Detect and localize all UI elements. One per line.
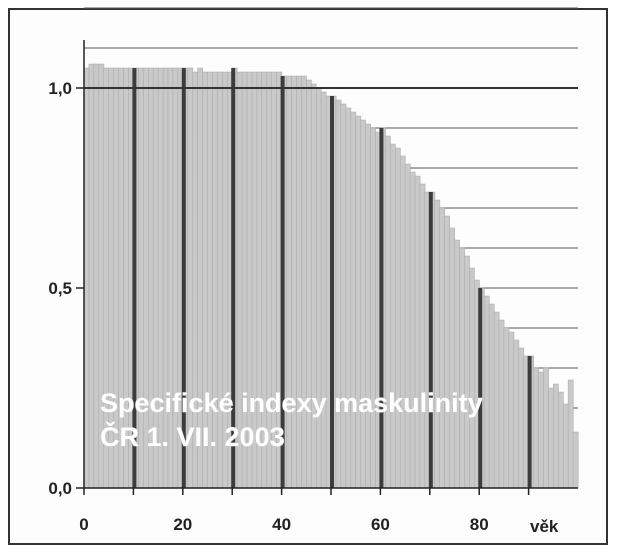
bar (419, 183, 426, 489)
bar (320, 91, 327, 489)
decade-marker-bar (231, 68, 236, 488)
bar (538, 371, 544, 489)
bar (454, 239, 460, 489)
bar (493, 311, 500, 489)
bar (503, 327, 510, 489)
x-axis-ticks: 0 20 40 60 80 (79, 488, 530, 534)
bar (306, 79, 312, 489)
bar (296, 75, 302, 489)
y-tick-label: 0,5 (48, 279, 72, 298)
x-tick-label: 60 (371, 515, 390, 534)
bar (518, 347, 525, 489)
bar (355, 115, 362, 489)
y-tick-label: 1,0 (48, 79, 72, 98)
bar (498, 319, 505, 489)
bar (370, 127, 376, 489)
x-tick-label: 80 (470, 515, 489, 534)
bar (360, 119, 367, 489)
decade-marker-bar (181, 68, 186, 488)
decade-marker-bar (428, 192, 433, 488)
bar (562, 403, 569, 489)
bar (390, 143, 396, 489)
bar (414, 175, 421, 489)
bar (404, 163, 411, 489)
x-tick-label: 40 (272, 515, 291, 534)
bar (508, 331, 515, 489)
bar (464, 255, 470, 489)
bar (444, 215, 451, 489)
bar (533, 367, 539, 489)
bar (83, 67, 90, 489)
bar (409, 171, 416, 489)
bar (488, 303, 495, 489)
bar (553, 383, 559, 489)
x-tick-label: 20 (173, 515, 192, 534)
bar (469, 267, 475, 489)
bar (399, 155, 406, 489)
bar (449, 227, 455, 489)
bar (286, 75, 292, 489)
decade-marker-bar (379, 128, 384, 488)
bar (434, 199, 441, 489)
bars (83, 63, 579, 489)
bar (88, 63, 95, 489)
y-tick-label: 0,0 (48, 479, 72, 498)
bar (345, 107, 352, 489)
bar (439, 207, 446, 489)
bar (385, 135, 391, 489)
bar (513, 339, 520, 489)
decade-marker-bar (132, 68, 137, 488)
bar (543, 367, 549, 489)
bar (315, 87, 322, 489)
y-axis-ticks: 0,0 0,5 1,0 (48, 79, 84, 498)
chart-title: Specifické indexy maskulinity (100, 388, 483, 418)
decade-marker-bar (527, 356, 532, 488)
bar (557, 391, 564, 489)
bar (340, 103, 347, 489)
decade-marker-bar (478, 288, 483, 488)
bar (335, 99, 342, 489)
bar (459, 247, 465, 489)
bar (483, 295, 490, 489)
bar (93, 63, 100, 489)
decade-marker-bar (280, 76, 285, 488)
bar (567, 379, 574, 489)
bar (572, 431, 579, 489)
bar (291, 75, 297, 489)
chart-subtitle: ČR 1. VII. 2003 (100, 421, 285, 452)
bar (350, 111, 357, 489)
decade-markers (132, 68, 532, 488)
bar (548, 387, 554, 489)
decade-marker-bar (330, 96, 334, 488)
x-tick-label: 0 (79, 515, 88, 534)
bar (394, 147, 401, 489)
x-axis-label: věk (530, 517, 559, 536)
bar (310, 83, 317, 489)
bar (301, 75, 307, 489)
bar (365, 123, 371, 489)
